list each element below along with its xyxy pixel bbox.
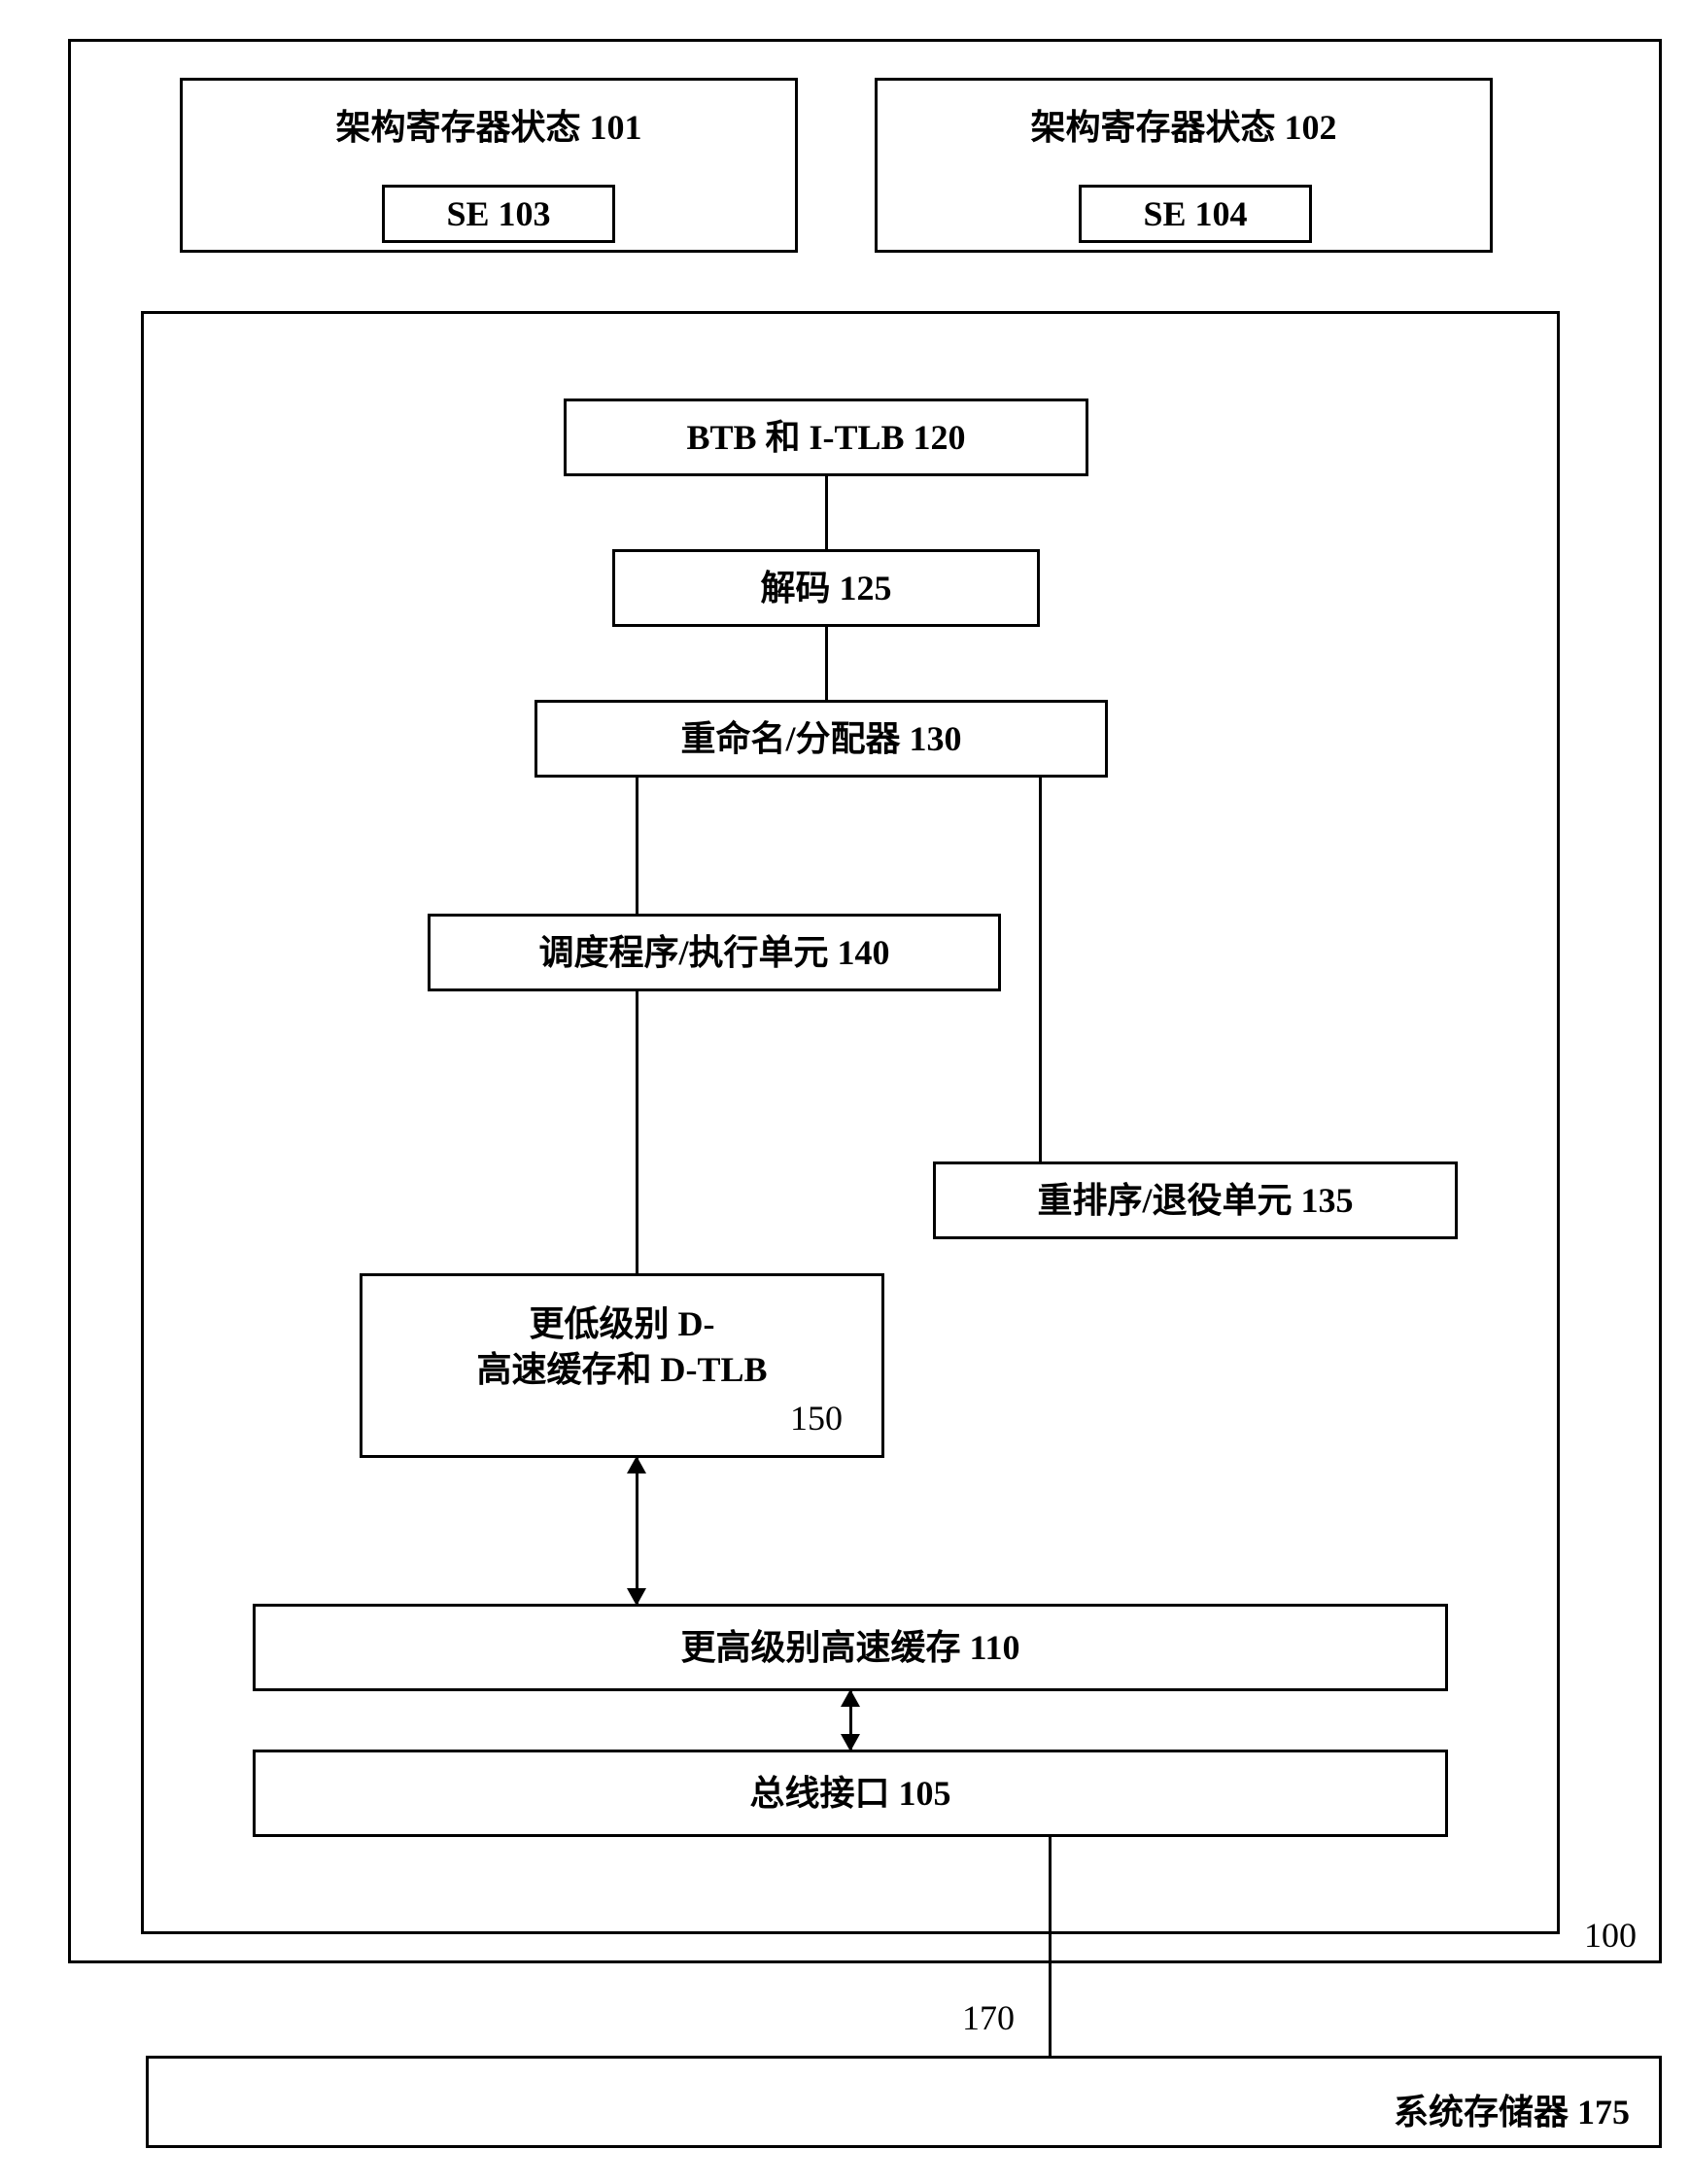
- higher-cache-block: 更高级别高速缓存 110: [253, 1604, 1448, 1691]
- decode-block: 解码 125: [612, 549, 1040, 627]
- rename-alloc-block: 重命名/分配器 130: [535, 700, 1108, 778]
- bus-interface-block: 总线接口 105: [253, 1750, 1448, 1837]
- system-memory-block: 系统存储器 175: [146, 2056, 1662, 2148]
- label-100: 100: [1584, 1915, 1637, 1956]
- lower-dcache-block: 更低级别 D-高速缓存和 D-TLB150: [360, 1273, 884, 1458]
- reg-state-2-se: SE 104: [1079, 185, 1312, 243]
- label-170: 170: [962, 1997, 1015, 2038]
- reorder-retire-block: 重排序/退役单元 135: [933, 1161, 1458, 1239]
- btb-itlb-block: BTB 和 I-TLB 120: [564, 399, 1088, 476]
- reg-state-1-se: SE 103: [382, 185, 615, 243]
- scheduler-exec-block: 调度程序/执行单元 140: [428, 914, 1001, 991]
